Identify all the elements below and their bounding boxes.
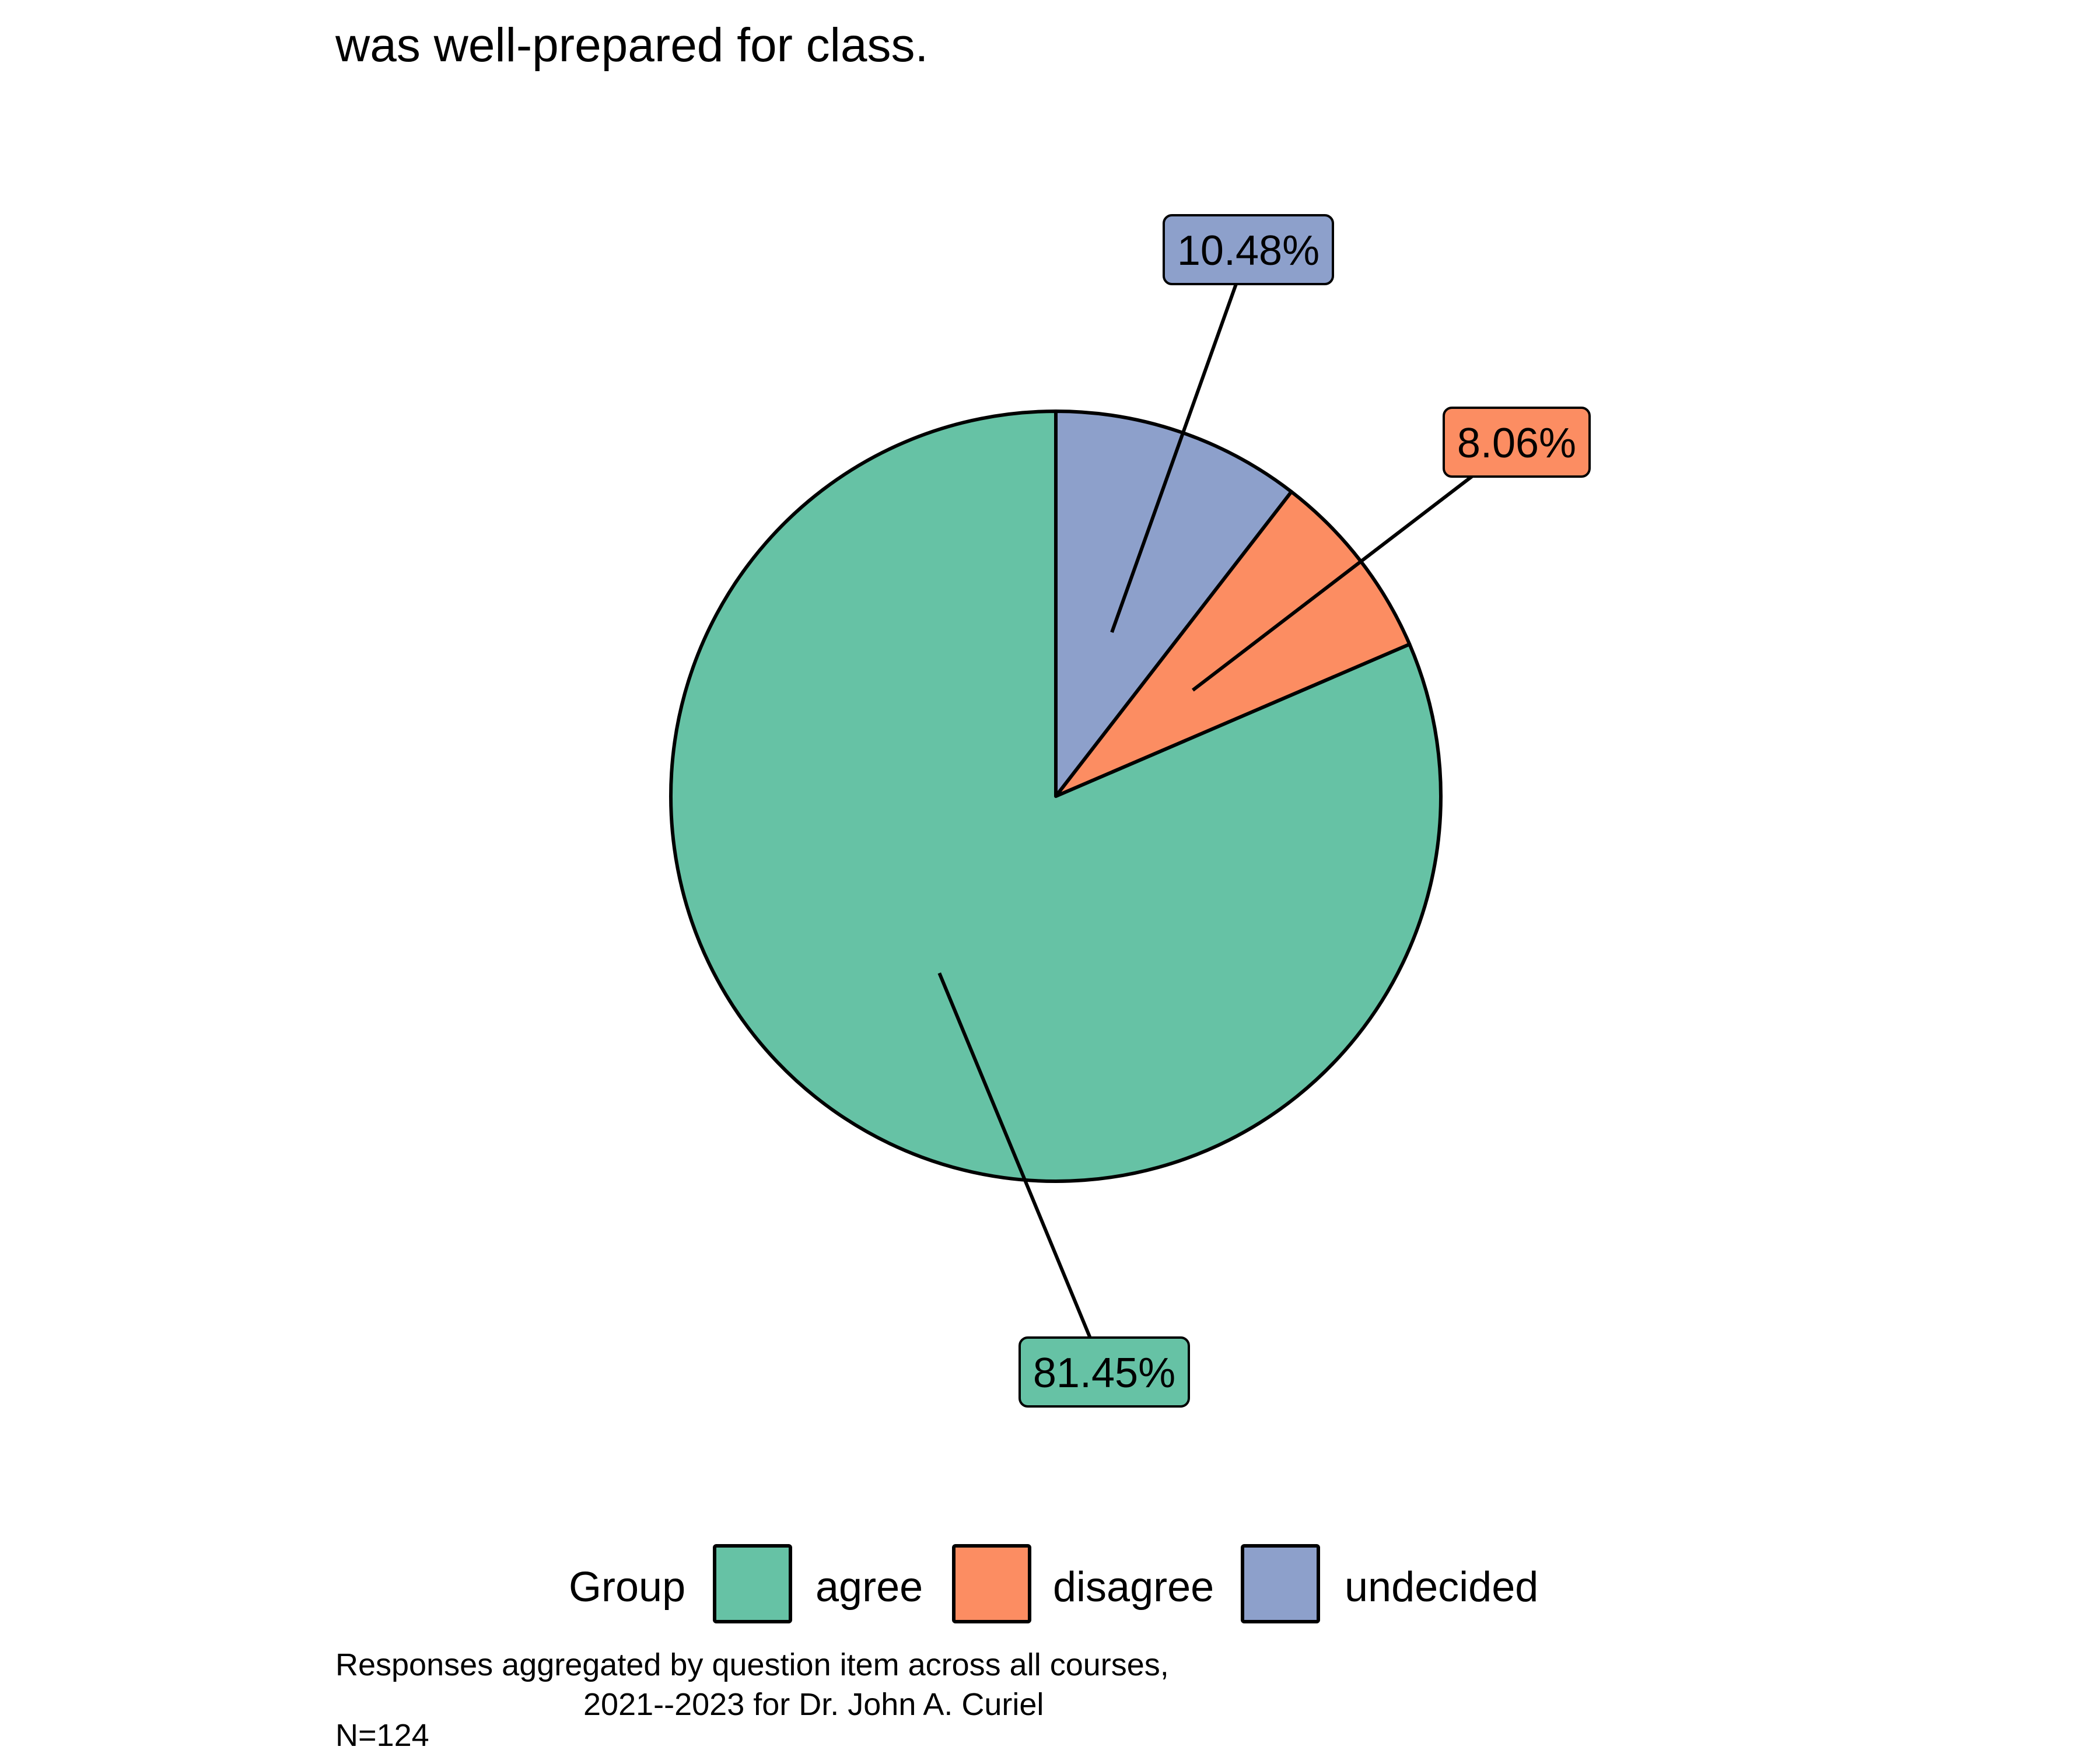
legend-title: Group <box>569 1564 685 1611</box>
legend-label-agree: agree <box>816 1564 923 1611</box>
label-leader-lines <box>937 249 1518 1373</box>
data-label-agree: 81.45% <box>1033 1350 1175 1396</box>
pie-slice-agree <box>669 410 1443 1183</box>
label-box-agree <box>1019 1336 1190 1408</box>
legend-label-undecided: undecided <box>1345 1564 1538 1611</box>
caption-line-3: N=124 <box>335 1718 429 1750</box>
legend-label-disagree: disagree <box>1053 1564 1214 1611</box>
leader-line-disagree <box>1191 440 1518 692</box>
pie-slices <box>669 410 1443 1183</box>
slice-labels: 10.48% 8.06% 81.45% <box>1019 214 1591 1408</box>
leader-line-undecided <box>1110 249 1250 633</box>
legend-swatch-disagree <box>952 1544 1031 1623</box>
legend-swatch-undecided <box>1241 1544 1320 1623</box>
pie-slice-undecided <box>1054 410 1293 798</box>
caption: Responses aggregated by question item ac… <box>335 1647 1169 1750</box>
label-box-undecided <box>1163 214 1334 285</box>
chart-title: was well-prepared for class. <box>335 19 928 72</box>
caption-line-2: 2021--2023 for Dr. John A. Curiel <box>583 1687 1044 1722</box>
caption-line-1: Responses aggregated by question item ac… <box>335 1647 1169 1682</box>
legend-swatch-agree <box>713 1544 792 1623</box>
legend: Group agree disagree undecided <box>569 1544 1538 1623</box>
label-box-disagree <box>1443 407 1591 478</box>
data-label-undecided: 10.48% <box>1177 228 1320 274</box>
leader-line-agree <box>937 972 1106 1373</box>
data-label-disagree: 8.06% <box>1457 420 1576 467</box>
